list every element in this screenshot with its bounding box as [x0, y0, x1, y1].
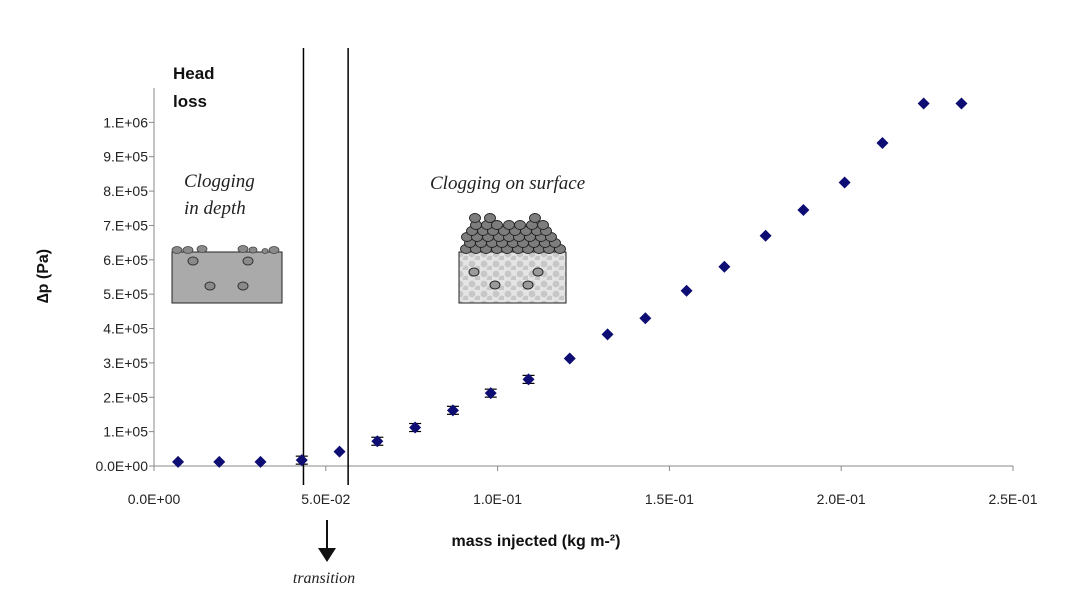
data-point	[522, 373, 535, 386]
x-tick-label: 0.0E+00	[128, 491, 181, 507]
y-tick-label: 0.0E+00	[95, 458, 148, 474]
clogging-depth-label-line2: in depth	[184, 198, 246, 219]
data-point	[254, 455, 267, 468]
x-ticks: 0.0E+00 5.0E-02 1.0E-01 1.5E-01 2.0E-01 2.5E-…	[128, 466, 1038, 507]
y-tick-label: 1.E+06	[103, 114, 148, 130]
data-point	[718, 260, 731, 273]
data-point	[955, 97, 968, 110]
y-tick-label: 8.E+05	[103, 183, 148, 199]
data-point	[213, 455, 226, 468]
x-tick-label: 2.5E-01	[988, 491, 1037, 507]
x-tick-label: 1.5E-01	[645, 491, 694, 507]
data-point	[917, 97, 930, 110]
x-tick-label: 1.0E-01	[473, 491, 522, 507]
y-tick-label: 3.E+05	[103, 355, 148, 371]
data-point	[759, 229, 772, 242]
cake-particle	[529, 213, 541, 223]
cake-particle	[537, 220, 549, 230]
x-axis-title: mass injected (kg m-²)	[452, 533, 621, 550]
y-tick-label: 4.E+05	[103, 321, 148, 337]
y-tick-label: 1.E+05	[103, 424, 148, 440]
cake-particle	[503, 220, 515, 230]
data-point	[333, 445, 346, 458]
clogging-surface-label: Clogging on surface	[430, 173, 585, 194]
depth-clogging-illustration	[171, 245, 283, 304]
data-point	[409, 421, 422, 434]
head-loss-label-line2: loss	[173, 92, 207, 111]
data-point	[797, 203, 810, 216]
head-loss-label-line1: Head	[173, 64, 215, 83]
y-tick-label: 9.E+05	[103, 149, 148, 165]
y-tick-label: 6.E+05	[103, 252, 148, 268]
x-tick-label: 5.0E-02	[301, 491, 350, 507]
y-tick-label: 7.E+05	[103, 217, 148, 233]
data-point	[639, 312, 652, 325]
data-point	[563, 352, 576, 365]
transition-lines	[302, 48, 349, 485]
x-tick-label: 2.0E-01	[817, 491, 866, 507]
surface-clogging-illustration	[458, 213, 567, 304]
data-point	[601, 328, 614, 341]
data-point	[680, 284, 693, 297]
data-point	[371, 435, 384, 448]
axes	[153, 88, 1013, 467]
error-bars	[295, 374, 535, 465]
data-point	[172, 455, 185, 468]
cake-particle	[514, 220, 526, 230]
cake-particle	[491, 220, 503, 230]
cake-particle	[469, 213, 481, 223]
transition-label: transition	[293, 570, 355, 587]
data-point	[838, 176, 851, 189]
transition-arrow	[318, 520, 336, 562]
data-point	[446, 404, 459, 417]
y-ticks: 0.0E+00 1.E+05 2.E+05 3.E+05 4.E+05 5.E+05 6.E…	[95, 114, 154, 474]
cake-particle	[484, 213, 496, 223]
y-tick-label: 5.E+05	[103, 286, 148, 302]
data-point	[295, 454, 308, 467]
data-points	[172, 97, 968, 468]
y-axis-title: ∆p (Pa)	[35, 249, 52, 303]
data-point	[484, 387, 497, 400]
clogging-depth-label-line1: Clogging	[184, 171, 255, 192]
data-point	[876, 136, 889, 149]
y-tick-label: 2.E+05	[103, 389, 148, 405]
